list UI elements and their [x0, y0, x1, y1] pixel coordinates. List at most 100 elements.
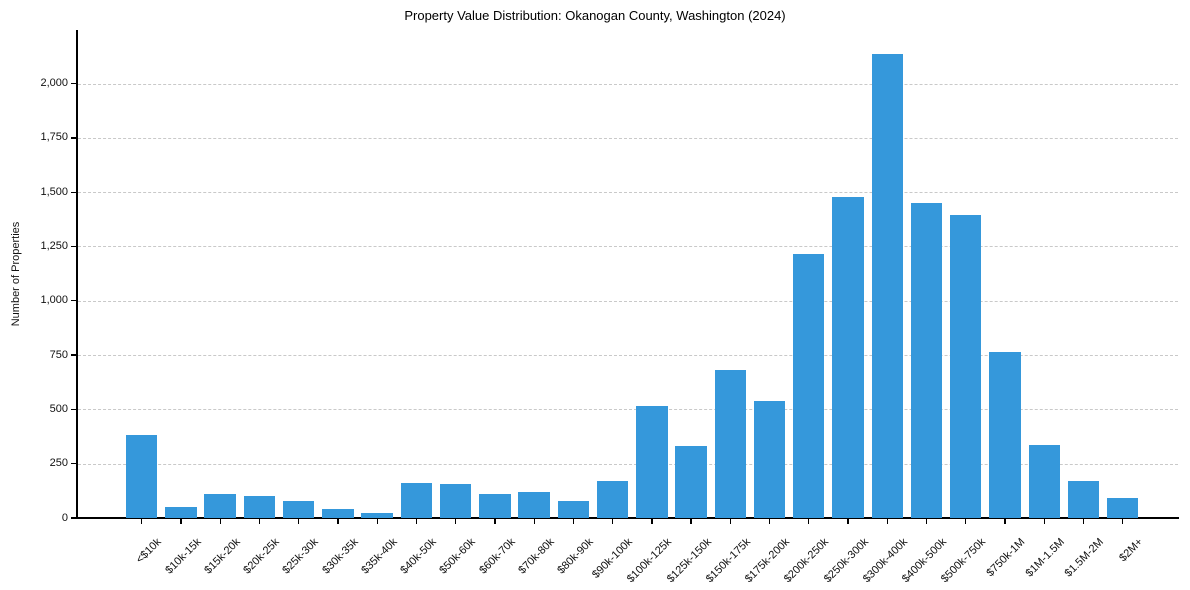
x-tick [572, 519, 575, 524]
gridline [77, 463, 1178, 465]
x-tick [298, 519, 300, 524]
x-tick-label: $40k-50k [398, 536, 439, 577]
y-tick-label: 1,750 [40, 131, 68, 144]
y-tick [71, 82, 76, 85]
bar [400, 483, 433, 518]
x-tick [141, 519, 143, 524]
x-axis-spine [76, 517, 1179, 520]
gridline [77, 409, 1178, 411]
x-tick-label: $2M+ [1117, 536, 1146, 565]
bar [282, 500, 315, 518]
x-tick [1004, 519, 1006, 524]
x-tick-label: $70k-80k [516, 536, 557, 577]
x-tick [808, 519, 810, 524]
x-tick [965, 519, 967, 524]
x-tick-label: $30k-35k [319, 536, 361, 577]
x-tick [729, 519, 731, 524]
bar [989, 351, 1021, 518]
y-axis-label: Number of Properties [10, 221, 22, 327]
y-tick [71, 300, 76, 302]
x-tick [651, 519, 653, 524]
bar [165, 507, 197, 518]
y-tick-label: 1,500 [40, 185, 68, 198]
y-tick [71, 354, 76, 356]
x-tick [376, 519, 378, 524]
x-tick-label: $750k-1M [984, 536, 1028, 580]
x-tick-label: $80k-90k [555, 536, 596, 577]
x-tick [533, 519, 535, 524]
x-tick [847, 519, 849, 524]
y-tick-label: 500 [49, 402, 68, 415]
y-tick-label: 0 [61, 511, 68, 524]
x-tick [1122, 519, 1124, 524]
y-tick [71, 463, 76, 465]
y-tick [71, 517, 76, 519]
y-tick-label: 1,250 [40, 239, 68, 252]
x-tick [1082, 519, 1085, 524]
bar [910, 203, 943, 518]
gridline [77, 83, 1178, 85]
x-tick-label: $60k-70k [476, 536, 518, 577]
gridline [77, 300, 1178, 302]
gridline [77, 246, 1178, 248]
bar [1107, 498, 1139, 518]
y-tick-label: 250 [49, 457, 68, 470]
x-tick [180, 519, 182, 524]
gridline [77, 137, 1178, 139]
x-tick [886, 519, 888, 524]
bar [322, 509, 354, 518]
bar [243, 496, 276, 518]
bar [950, 214, 982, 518]
y-tick [71, 191, 76, 193]
x-tick [925, 519, 928, 524]
y-tick [71, 408, 76, 411]
bar [518, 491, 550, 518]
bar [557, 500, 590, 518]
x-tick-label: $1.5M-2M [1062, 536, 1106, 580]
bar [793, 254, 825, 518]
plot-area [77, 31, 1178, 518]
bar [1067, 481, 1100, 518]
x-tick [768, 519, 771, 524]
x-tick-label: $25k-30k [280, 536, 322, 577]
chart-title: Property Value Distribution: Okanogan Co… [404, 8, 786, 23]
x-tick-label: $20k-25k [241, 536, 282, 577]
x-tick [455, 519, 457, 524]
x-tick-label: $15k-20k [202, 536, 243, 577]
bar [675, 446, 707, 518]
y-tick-label: 1,000 [40, 294, 68, 307]
x-tick [1043, 519, 1045, 524]
bar [361, 512, 393, 518]
bar [1028, 445, 1060, 518]
bar [596, 481, 629, 518]
bar [479, 494, 511, 518]
bar [832, 196, 864, 518]
y-tick-label: 2,000 [40, 77, 68, 90]
x-tick-label: $35k-40k [359, 536, 400, 577]
y-axis-spine [76, 30, 78, 519]
bar [871, 54, 903, 518]
bar [126, 435, 158, 518]
bar [714, 370, 746, 518]
bar [753, 400, 786, 518]
y-tick-label: 750 [49, 348, 68, 361]
y-tick [71, 137, 76, 139]
x-tick-label: $50k-60k [437, 536, 479, 577]
x-tick-label: $1M-1.5M [1023, 536, 1067, 580]
x-tick-label: $10k-15k [162, 536, 204, 577]
x-tick [337, 519, 339, 524]
x-tick [258, 519, 261, 524]
gridline [77, 192, 1178, 194]
x-tick [494, 519, 496, 524]
x-tick [611, 519, 614, 524]
bar [439, 484, 472, 518]
bar [204, 494, 236, 518]
x-tick [415, 519, 418, 524]
x-tick-label: <$10k [134, 536, 165, 566]
x-tick [690, 519, 692, 524]
bar [636, 406, 668, 518]
x-tick [219, 519, 221, 524]
gridline [77, 355, 1178, 357]
y-tick [71, 245, 76, 248]
